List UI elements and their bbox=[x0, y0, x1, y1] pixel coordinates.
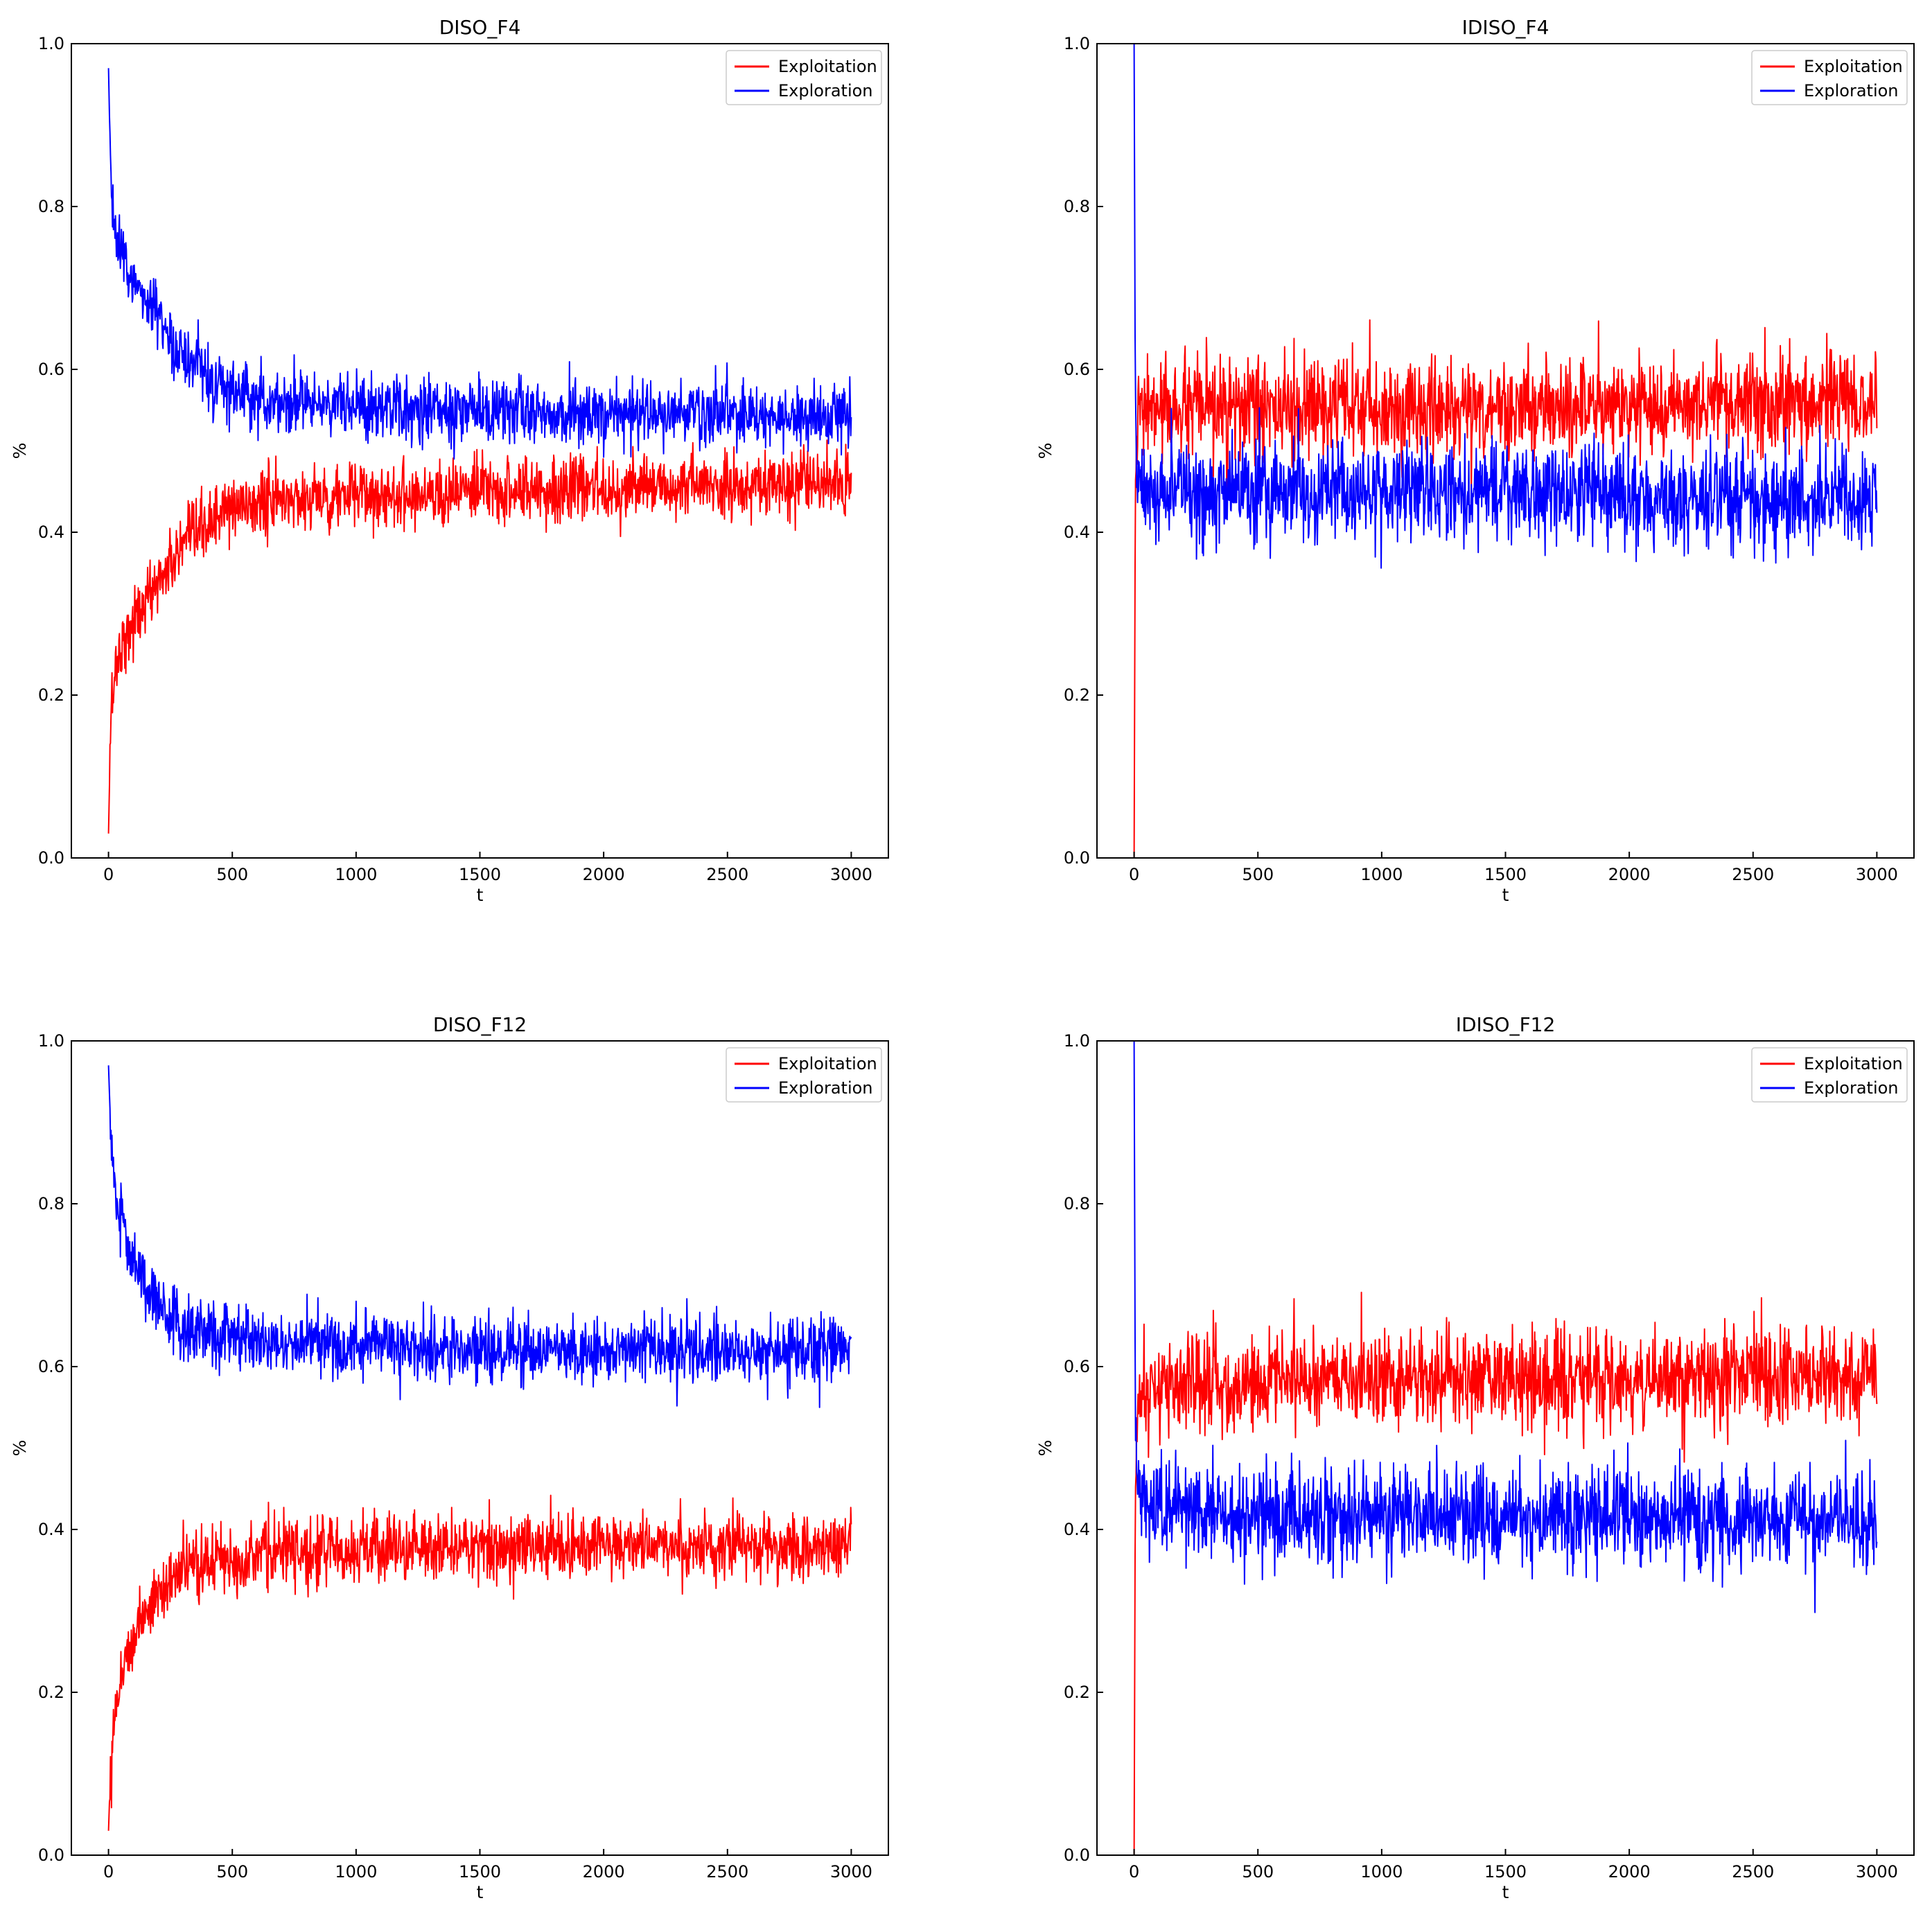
x-tick-label: 0 bbox=[103, 1862, 114, 1881]
x-tick-label: 2000 bbox=[1608, 865, 1651, 884]
x-tick-label: 500 bbox=[1242, 865, 1274, 884]
x-tick-label: 0 bbox=[1129, 1862, 1139, 1881]
legend-label-exploitation: Exploitation bbox=[1804, 1054, 1903, 1073]
y-axis-label: % bbox=[1035, 443, 1055, 459]
x-tick-label: 1000 bbox=[1360, 865, 1403, 884]
chart-panel-1: DISO_F4 0 500 1000 1500 2000 2500 3000 0.0 0.2 0.4… bbox=[10, 16, 889, 905]
plot-frame bbox=[71, 1040, 889, 1856]
y-tick-label: 0.8 bbox=[1064, 1194, 1090, 1213]
x-tick-label: 3000 bbox=[1856, 1862, 1898, 1881]
y-tick-label: 1.0 bbox=[38, 34, 64, 53]
x-tick-label: 1500 bbox=[459, 1862, 501, 1881]
y-tick-label: 1.0 bbox=[1064, 1031, 1090, 1051]
y-tick-label: 0.4 bbox=[38, 1520, 64, 1539]
chart-title: IDISO_F12 bbox=[1456, 1013, 1556, 1036]
legend-label-exploitation: Exploitation bbox=[778, 1054, 877, 1073]
y-tick-label: 1.0 bbox=[1064, 34, 1090, 53]
x-tick-label: 2500 bbox=[706, 1862, 748, 1881]
x-tick-label: 500 bbox=[1242, 1862, 1274, 1881]
series-line-exploitation bbox=[107, 1494, 852, 1831]
legend: Exploitation Exploration bbox=[1751, 1047, 1908, 1103]
x-tick-label: 1500 bbox=[1484, 865, 1527, 884]
x-tick-label: 2500 bbox=[1732, 865, 1774, 884]
x-tick-label: 3000 bbox=[1856, 865, 1898, 884]
series-line-exploitation bbox=[1133, 319, 1878, 858]
legend-label-exploration: Exploration bbox=[778, 1078, 873, 1098]
y-tick-label: 0.0 bbox=[1064, 1845, 1090, 1865]
legend: Exploitation Exploration bbox=[1751, 50, 1908, 105]
series-line-exploration bbox=[1133, 1041, 1878, 1613]
y-tick-label: 0.6 bbox=[38, 360, 64, 379]
series-line-exploitation bbox=[1133, 1291, 1878, 1855]
chart-title: DISO_F4 bbox=[439, 16, 521, 39]
y-tick-label: 0.2 bbox=[1064, 1683, 1090, 1702]
x-axis-label: t bbox=[477, 885, 484, 905]
legend: Exploitation Exploration bbox=[726, 1047, 882, 1103]
y-tick-label: 0.2 bbox=[1064, 685, 1090, 705]
x-tick-label: 1500 bbox=[1484, 1862, 1527, 1881]
y-tick-label: 0.0 bbox=[38, 1845, 64, 1865]
series-line-exploitation bbox=[107, 439, 852, 834]
x-tick-label: 2000 bbox=[583, 865, 625, 884]
y-tick-label: 0.4 bbox=[1064, 523, 1090, 542]
y-tick-label: 0.4 bbox=[1064, 1520, 1090, 1539]
y-tick-label: 0.6 bbox=[1064, 360, 1090, 379]
y-axis-label: % bbox=[1035, 1440, 1055, 1457]
y-tick-label: 0.8 bbox=[1064, 197, 1090, 216]
x-tick-label: 500 bbox=[216, 865, 248, 884]
x-tick-label: 2500 bbox=[706, 865, 748, 884]
series-line-exploration bbox=[107, 68, 852, 460]
y-tick-label: 0.8 bbox=[38, 197, 64, 216]
x-tick-label: 0 bbox=[1129, 865, 1139, 884]
x-axis-label: t bbox=[1502, 885, 1509, 905]
y-tick-label: 0.0 bbox=[38, 848, 64, 868]
legend-label-exploitation: Exploitation bbox=[778, 57, 877, 76]
x-tick-label: 1000 bbox=[335, 1862, 377, 1881]
x-tick-label: 2500 bbox=[1732, 1862, 1774, 1881]
x-axis-label: t bbox=[477, 1882, 484, 1902]
series-line-exploration bbox=[1133, 44, 1878, 569]
y-tick-label: 0.6 bbox=[1064, 1357, 1090, 1376]
plot-frame bbox=[1096, 1040, 1915, 1856]
y-tick-label: 0.2 bbox=[38, 685, 64, 705]
y-axis-label: % bbox=[10, 443, 30, 459]
y-tick-label: 0.2 bbox=[38, 1683, 64, 1702]
x-tick-label: 1000 bbox=[335, 865, 377, 884]
chart-title: DISO_F12 bbox=[433, 1013, 527, 1036]
chart-panel-3: DISO_F12 0 500 1000 1500 2000 2500 3000 0.0 0.2 0.… bbox=[10, 1013, 889, 1902]
x-tick-label: 3000 bbox=[830, 865, 872, 884]
x-tick-label: 2000 bbox=[1608, 1862, 1651, 1881]
legend-label-exploitation: Exploitation bbox=[1804, 57, 1903, 76]
chart-panel-4: IDISO_F12 0 500 1000 1500 2000 2500 3000 0.0 0.2 0… bbox=[1035, 1013, 1915, 1902]
y-axis-label: % bbox=[10, 1440, 30, 1457]
legend-label-exploration: Exploration bbox=[1804, 1078, 1899, 1098]
x-tick-label: 2000 bbox=[583, 1862, 625, 1881]
x-tick-label: 0 bbox=[103, 865, 114, 884]
plot-frame bbox=[1096, 43, 1915, 859]
x-tick-label: 500 bbox=[216, 1862, 248, 1881]
series-line-exploration bbox=[107, 1065, 852, 1408]
legend: Exploitation Exploration bbox=[726, 50, 882, 105]
x-tick-label: 1000 bbox=[1360, 1862, 1403, 1881]
chart-title: IDISO_F4 bbox=[1462, 16, 1549, 39]
y-tick-label: 0.8 bbox=[38, 1194, 64, 1213]
x-axis-label: t bbox=[1502, 1882, 1509, 1902]
x-tick-label: 3000 bbox=[830, 1862, 872, 1881]
legend-label-exploration: Exploration bbox=[1804, 81, 1899, 100]
y-tick-label: 0.4 bbox=[38, 523, 64, 542]
chart-panel-2: IDISO_F4 0 500 1000 1500 2000 2500 3000 0.0 0.2 0.… bbox=[1035, 16, 1915, 905]
legend-label-exploration: Exploration bbox=[778, 81, 873, 100]
plot-frame bbox=[71, 43, 889, 859]
y-tick-label: 0.6 bbox=[38, 1357, 64, 1376]
y-tick-label: 1.0 bbox=[38, 1031, 64, 1051]
x-tick-label: 1500 bbox=[459, 865, 501, 884]
y-tick-label: 0.0 bbox=[1064, 848, 1090, 868]
